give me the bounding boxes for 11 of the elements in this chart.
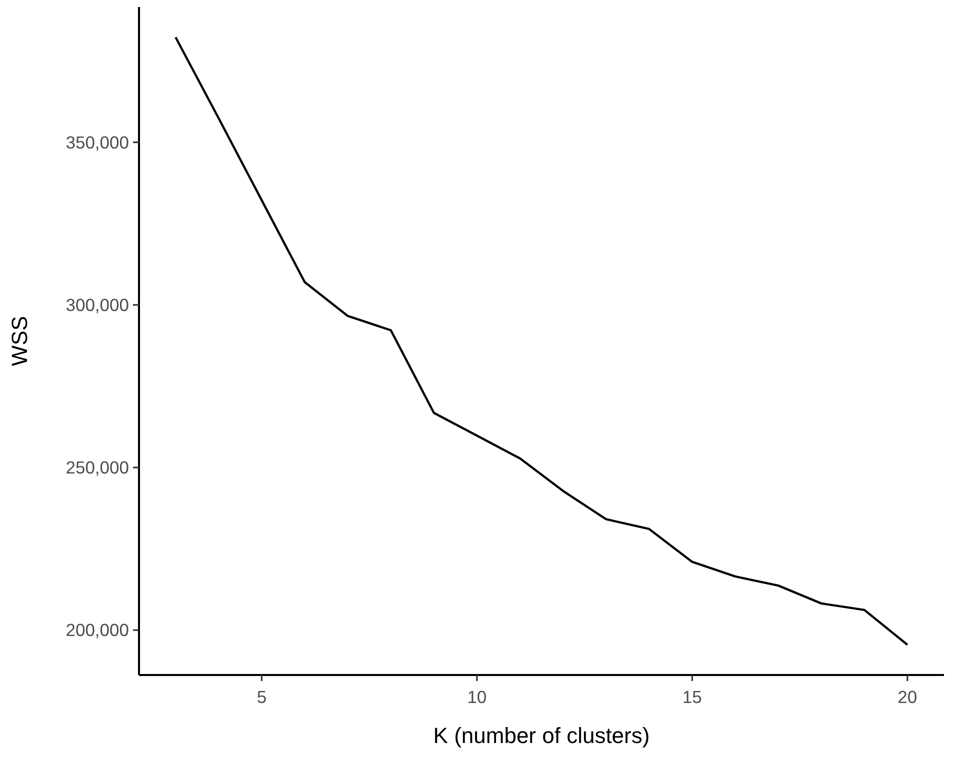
x-axis-title: K (number of clusters) — [433, 723, 650, 748]
y-tick-label: 350,000 — [66, 132, 130, 152]
x-tick-label: 20 — [898, 687, 918, 707]
y-tick-label: 200,000 — [66, 620, 130, 640]
line-series — [174, 36, 909, 646]
x-tick-label: 15 — [682, 687, 702, 707]
y-tick-label: 300,000 — [66, 295, 130, 316]
x-tick-label: 5 — [256, 687, 267, 707]
y-tick-label: 250,000 — [66, 458, 130, 478]
y-axis-title: WSS — [7, 316, 32, 366]
x-tick-label: 10 — [467, 687, 487, 707]
